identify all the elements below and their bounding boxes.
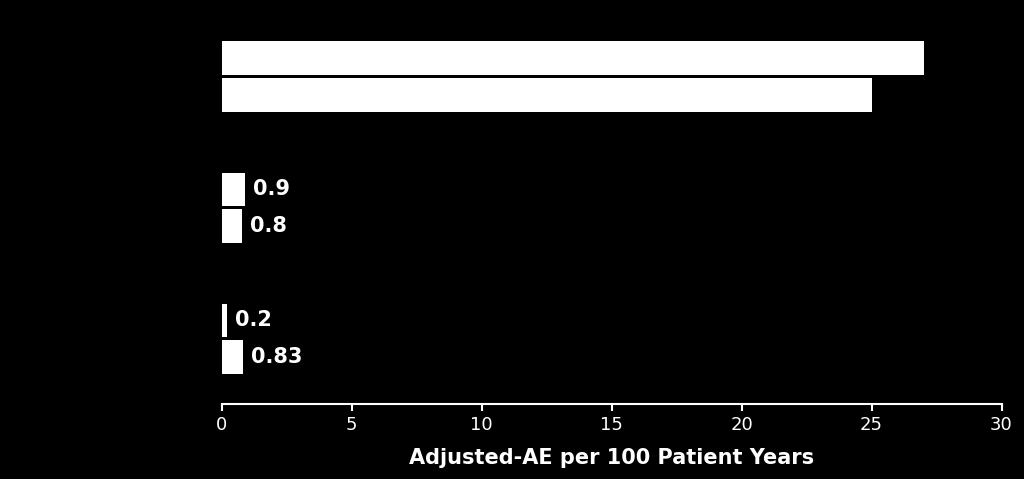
Bar — [221, 341, 243, 374]
X-axis label: Adjusted-AE per 100 Patient Years: Adjusted-AE per 100 Patient Years — [409, 448, 814, 468]
Bar — [221, 79, 871, 112]
Text: 0.83: 0.83 — [251, 347, 302, 367]
Bar — [221, 172, 245, 206]
Bar — [221, 209, 243, 243]
Bar — [221, 304, 226, 337]
Bar — [221, 42, 924, 75]
Text: 0.9: 0.9 — [253, 179, 290, 199]
Text: 0.2: 0.2 — [234, 310, 271, 330]
Text: 0.8: 0.8 — [250, 216, 287, 236]
